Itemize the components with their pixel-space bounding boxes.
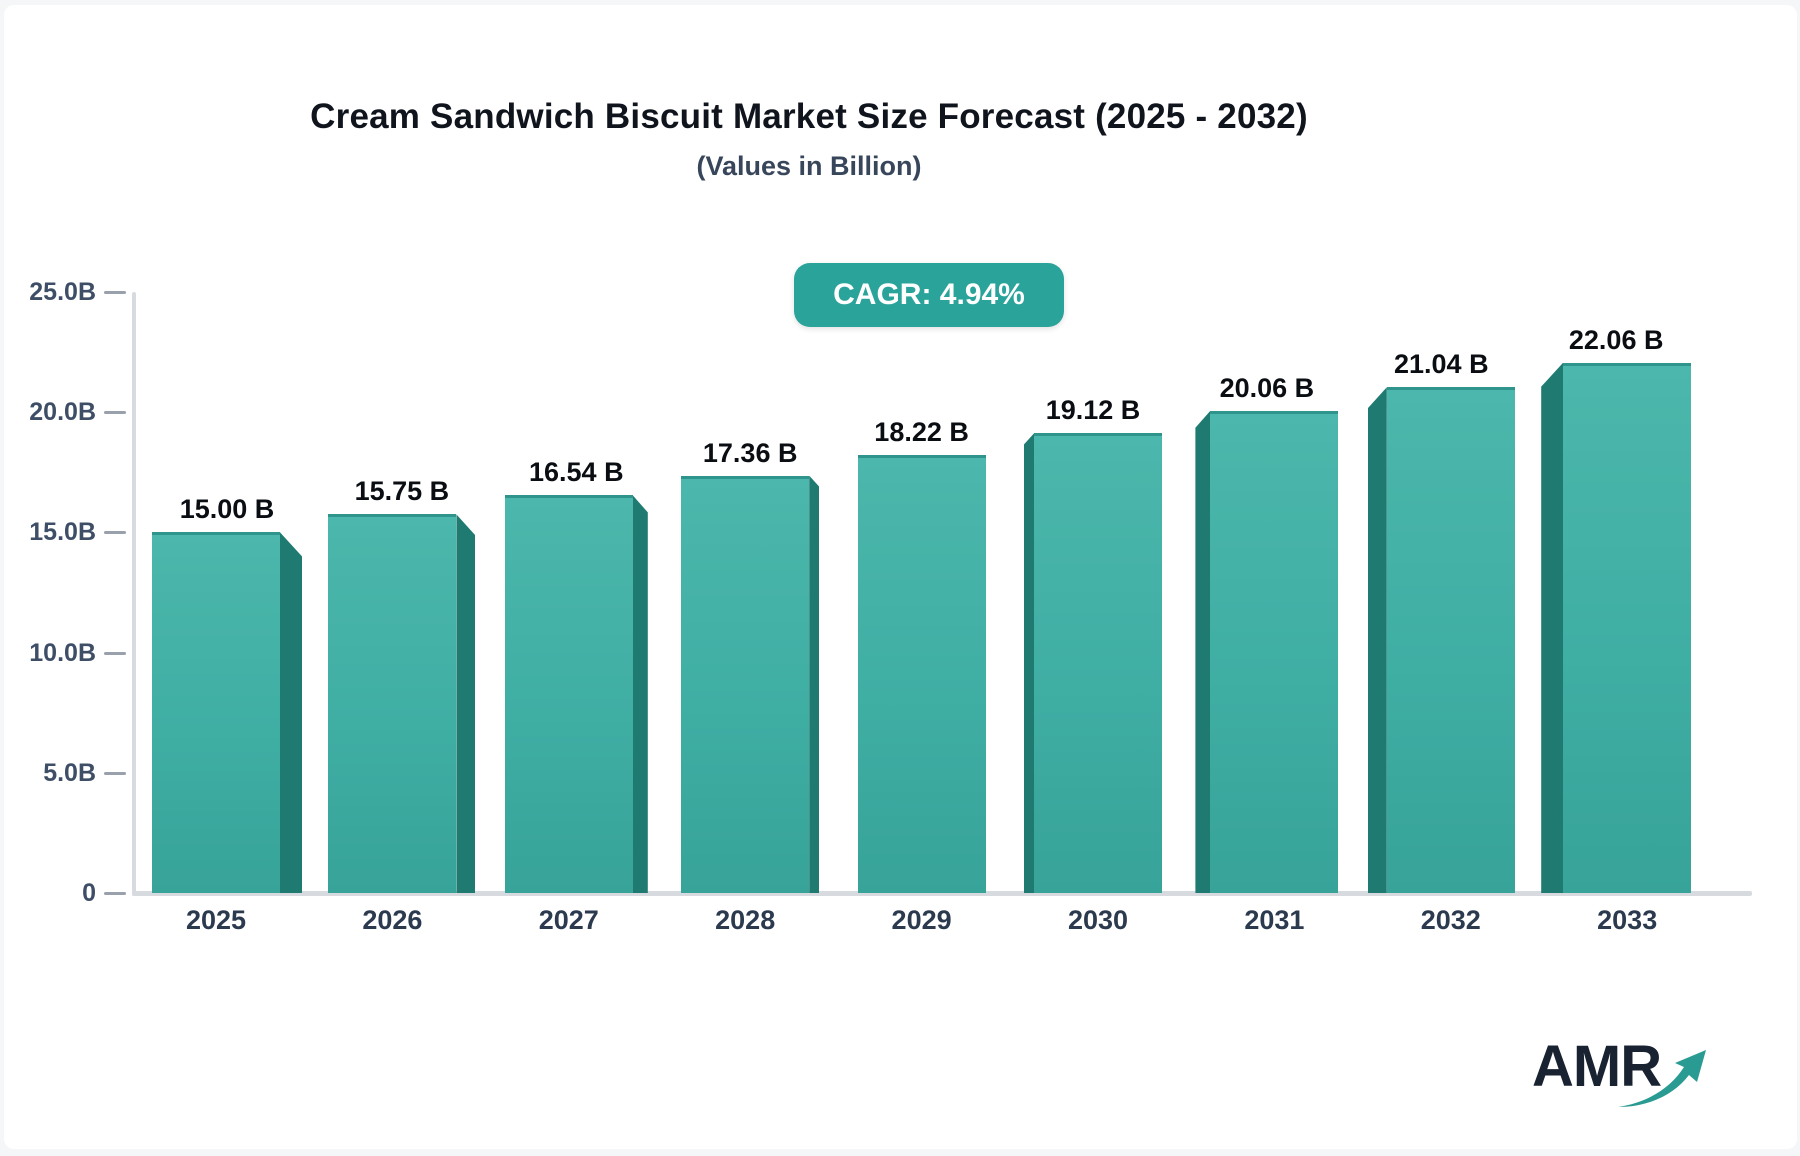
x-axis-label: 2027 [538, 905, 599, 935]
y-axis-tick [104, 291, 126, 294]
y-axis-label: 15.0B [29, 518, 96, 547]
y-axis-tick [104, 651, 126, 655]
bar-value-label: 15.00 B [179, 494, 275, 525]
bar-front [1386, 387, 1515, 893]
bar-side [1541, 362, 1564, 893]
amr-logo: AMR [1532, 1033, 1732, 1123]
bar-front [152, 532, 280, 893]
x-axis-label: 2030 [1067, 905, 1129, 935]
y-axis-tick [104, 892, 126, 895]
growth-arrow-icon [1618, 1050, 1706, 1107]
bar-side [280, 532, 302, 893]
x-axis-label: 2029 [891, 905, 952, 935]
bar-side [1367, 387, 1387, 893]
bar-side [1024, 433, 1034, 893]
bar-front [857, 454, 986, 893]
bar-front [1034, 433, 1162, 893]
y-axis-label: 25.0B [29, 278, 96, 306]
x-axis-label: 2026 [362, 905, 423, 935]
x-axis-label: 2031 [1244, 905, 1305, 935]
bar-side [632, 495, 648, 893]
y-axis-label: 0 [82, 879, 96, 907]
bar-front [504, 495, 633, 893]
bar-side [1195, 410, 1211, 893]
y-axis-tick [104, 771, 126, 775]
cagr-badge-label: CAGR: 4.94% [833, 278, 1025, 311]
y-axis-label: 5.0B [43, 758, 96, 787]
bar-value-label: 18.22 B [874, 416, 969, 447]
chart-title: Cream Sandwich Biscuit Market Size Forec… [310, 97, 1308, 136]
amr-logo-text: AMR [1532, 1034, 1662, 1099]
chart-subtitle: (Values in Billion) [696, 151, 922, 181]
y-axis-tick [104, 531, 126, 535]
x-axis-label: 2025 [185, 905, 247, 935]
chart-card: Cream Sandwich Biscuit Market Size Forec… [4, 5, 1797, 1149]
x-axis-label: 2033 [1597, 905, 1658, 935]
bar-side [456, 514, 476, 893]
cagr-badge: CAGR: 4.94% [794, 263, 1064, 327]
y-axis-label: 10.0B [29, 638, 96, 667]
bar-value-label: 15.75 B [354, 476, 450, 507]
bar-value-label: 17.36 B [702, 437, 798, 468]
bar-value-label: 21.04 B [1394, 349, 1489, 380]
y-axis-line [132, 292, 136, 896]
bar-value-label: 20.06 B [1219, 372, 1315, 403]
y-axis-label: 20.0B [29, 398, 96, 427]
bar-value-label: 16.54 B [529, 457, 624, 488]
bar-front [1563, 362, 1692, 893]
bar-value-label: 22.06 B [1568, 324, 1664, 355]
x-axis-label: 2032 [1420, 905, 1481, 935]
bar-front [681, 475, 810, 893]
bar-chart-plot-area: 25.0B 20.0B 15.0B 10.0B 5.0B 0 15.00 B 2025 15.7… [4, 5, 1800, 1156]
bar-value-label: 19.12 B [1045, 395, 1141, 426]
bar-side [809, 475, 820, 893]
x-axis-line [132, 891, 1752, 896]
bar-front [1210, 410, 1339, 893]
bar-front [328, 514, 457, 893]
x-axis-label: 2028 [715, 905, 776, 935]
y-axis-tick [104, 411, 126, 415]
